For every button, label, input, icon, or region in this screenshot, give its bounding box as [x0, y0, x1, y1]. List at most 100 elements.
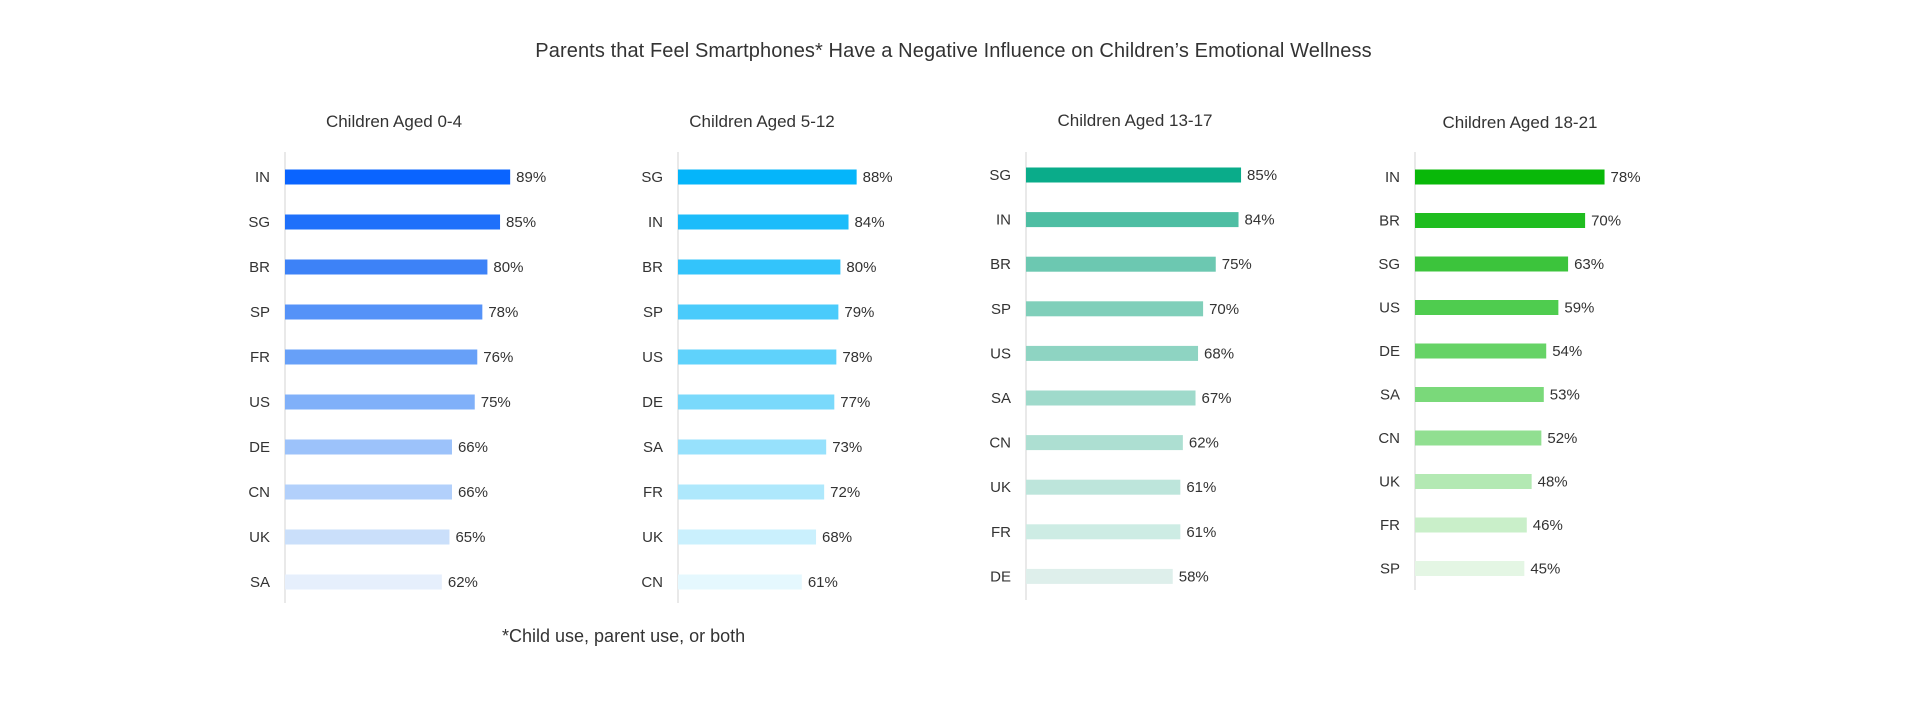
bar [285, 529, 450, 545]
data-label: 48% [1538, 474, 1568, 491]
category-label: IN [255, 169, 270, 186]
category-label: IN [648, 214, 663, 231]
bar [285, 484, 452, 500]
category-label: SG [641, 169, 663, 186]
bar [1026, 479, 1181, 495]
category-label: SA [643, 439, 663, 456]
chart-panel-2: Children Aged 5-12 SG 88% IN 84% BR 80% SP 79% US… [641, 112, 893, 603]
category-label: SP [1380, 561, 1400, 578]
category-label: DE [1379, 343, 1400, 360]
category-label: IN [996, 212, 1011, 229]
bar [285, 394, 475, 410]
bar [1415, 430, 1542, 446]
data-label: 61% [1186, 479, 1216, 496]
data-label: 58% [1179, 568, 1209, 585]
data-label: 67% [1202, 390, 1232, 407]
bar [285, 259, 488, 275]
bar [678, 169, 857, 185]
bar [1415, 256, 1569, 272]
data-label: 78% [842, 349, 872, 366]
category-label: SA [991, 390, 1011, 407]
category-label: DE [249, 439, 270, 456]
data-label: 77% [840, 394, 870, 411]
data-label: 75% [1222, 256, 1252, 273]
chart-panel-1: Children Aged 0-4 IN 89% SG 85% BR 80% SP 78% FR 7… [248, 112, 546, 603]
bar [678, 214, 849, 230]
data-label: 52% [1547, 430, 1577, 447]
panel-title: Children Aged 0-4 [326, 112, 462, 131]
bar [1415, 300, 1559, 315]
bar [1415, 474, 1532, 489]
bar [1415, 213, 1586, 228]
bar [678, 304, 839, 320]
category-label: SA [1380, 387, 1400, 404]
category-label: IN [1385, 169, 1400, 186]
data-label: 79% [844, 304, 874, 321]
bar [678, 349, 837, 365]
bar [1415, 343, 1547, 359]
category-label: SP [991, 301, 1011, 318]
data-label: 72% [830, 484, 860, 501]
bar [1415, 387, 1544, 402]
data-label: 85% [1247, 167, 1277, 184]
data-label: 80% [493, 259, 523, 276]
data-label: 84% [1245, 212, 1275, 229]
panel-title: Children Aged 5-12 [689, 112, 835, 131]
data-label: 45% [1530, 561, 1560, 578]
chart-panel-3: Children Aged 13-17 SG 85% IN 84% BR 75% SP 70% U… [989, 111, 1277, 600]
bar [285, 349, 478, 365]
data-label: 89% [516, 169, 546, 186]
bar [678, 394, 835, 410]
data-label: 70% [1591, 213, 1621, 230]
panel-title: Children Aged 18-21 [1442, 113, 1597, 132]
category-label: DE [642, 394, 663, 411]
data-label: 66% [458, 439, 488, 456]
bar [285, 169, 511, 185]
data-label: 88% [863, 169, 893, 186]
bar [1026, 345, 1199, 361]
category-label: US [642, 349, 663, 366]
category-label: SG [989, 167, 1011, 184]
category-label: US [249, 394, 270, 411]
data-label: 59% [1564, 300, 1594, 317]
data-label: 54% [1552, 343, 1582, 360]
data-label: 76% [483, 349, 513, 366]
category-label: SG [1378, 256, 1400, 273]
footnote: *Child use, parent use, or both [502, 626, 746, 646]
category-label: FR [1380, 517, 1400, 534]
bar [285, 304, 483, 320]
data-label: 61% [1186, 524, 1216, 541]
data-label: 53% [1550, 387, 1580, 404]
category-label: BR [1379, 213, 1400, 230]
data-label: 63% [1574, 256, 1604, 273]
category-label: BR [249, 259, 270, 276]
data-label: 84% [855, 214, 885, 231]
category-label: US [1379, 300, 1400, 317]
data-label: 85% [506, 214, 536, 231]
bar [1415, 517, 1527, 533]
data-label: 46% [1533, 517, 1563, 534]
category-label: FR [643, 484, 663, 501]
data-label: 73% [832, 439, 862, 456]
panel-title: Children Aged 13-17 [1057, 111, 1212, 130]
category-label: FR [250, 349, 270, 366]
data-label: 65% [455, 529, 485, 546]
bar [1026, 524, 1181, 540]
category-label: US [990, 345, 1011, 362]
data-label: 66% [458, 484, 488, 501]
data-label: 61% [808, 574, 838, 591]
category-label: BR [990, 256, 1011, 273]
data-label: 80% [846, 259, 876, 276]
bar [1026, 167, 1242, 183]
category-label: UK [249, 529, 270, 546]
bar [1415, 561, 1525, 576]
bar [678, 574, 802, 590]
bar [1026, 212, 1239, 228]
bar [1026, 435, 1183, 451]
data-label: 62% [448, 574, 478, 591]
category-label: UK [1379, 474, 1400, 491]
category-label: UK [642, 529, 663, 546]
data-label: 75% [481, 394, 511, 411]
bar [678, 529, 817, 545]
